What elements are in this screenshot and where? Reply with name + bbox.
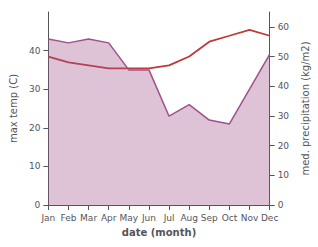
svg-text:0: 0 <box>35 200 41 210</box>
svg-text:Oct: Oct <box>222 213 238 223</box>
svg-text:30: 30 <box>29 84 41 94</box>
svg-text:May: May <box>120 213 139 223</box>
svg-text:60: 60 <box>278 22 290 32</box>
svg-text:20: 20 <box>278 141 290 151</box>
svg-text:10: 10 <box>29 161 41 171</box>
svg-text:Apr: Apr <box>101 213 117 223</box>
svg-text:20: 20 <box>29 123 41 133</box>
svg-text:30: 30 <box>278 111 290 121</box>
svg-text:40: 40 <box>278 81 290 91</box>
svg-text:10: 10 <box>278 170 290 180</box>
svg-text:Jan: Jan <box>40 213 55 223</box>
svg-text:Jul: Jul <box>163 213 175 223</box>
svg-text:Aug: Aug <box>180 213 198 223</box>
svg-text:Nov: Nov <box>241 213 259 223</box>
svg-text:Mar: Mar <box>80 213 97 223</box>
svg-text:50: 50 <box>278 52 290 62</box>
svg-text:med. precipitation (kg/m2): med. precipitation (kg/m2) <box>300 41 311 175</box>
svg-text:Dec: Dec <box>261 213 278 223</box>
svg-text:40: 40 <box>29 46 41 56</box>
svg-text:0: 0 <box>278 200 284 210</box>
svg-text:Jun: Jun <box>141 213 156 223</box>
svg-text:max temp (C): max temp (C) <box>8 74 19 143</box>
svg-text:Sep: Sep <box>201 213 218 223</box>
svg-text:date (month): date (month) <box>122 227 196 238</box>
svg-text:Feb: Feb <box>61 213 77 223</box>
